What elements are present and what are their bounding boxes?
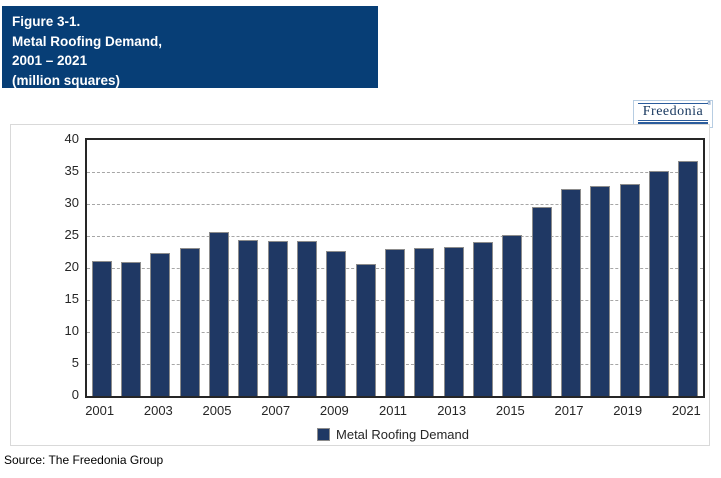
y-tick-25: 25 [64, 227, 79, 242]
bar-2011 [385, 249, 405, 396]
freedonia-logo: ® Freedonia [633, 100, 713, 128]
x-tick-2007: 2007 [261, 403, 291, 418]
figure-number: Figure 3-1. [12, 14, 81, 29]
plot-area [85, 138, 705, 398]
y-tick-20: 20 [64, 259, 79, 274]
bar-2021 [678, 161, 699, 396]
bar-2006 [238, 239, 259, 396]
legend-label: Metal Roofing Demand [336, 426, 469, 442]
gridline-25 [87, 236, 703, 237]
bar-2018 [590, 186, 611, 396]
x-tick-2011: 2011 [379, 403, 407, 418]
x-tick-2017: 2017 [554, 403, 584, 418]
x-tick-2009: 2009 [319, 403, 349, 418]
freedonia-logo-wordmark: Freedonia [638, 103, 708, 121]
figure-title-block: Figure 3-1. Metal Roofing Demand, 2001 –… [2, 6, 378, 88]
bar-2015 [502, 234, 523, 396]
bar-2016 [531, 207, 552, 396]
freedonia-logo-text: Freedonia [642, 104, 704, 119]
x-tick-2015: 2015 [495, 403, 525, 418]
bar-2004 [179, 248, 200, 396]
legend: Metal Roofing Demand [85, 426, 701, 442]
bar-2010 [355, 264, 376, 396]
y-tick-10: 10 [64, 323, 79, 338]
y-tick-40: 40 [64, 131, 79, 146]
bar-2007 [267, 241, 288, 396]
x-tick-2005: 2005 [202, 403, 232, 418]
gridline-35 [87, 172, 703, 173]
x-tick-2013: 2013 [437, 403, 467, 418]
y-tick-15: 15 [64, 291, 79, 306]
gridline-30 [87, 204, 703, 205]
bar-2001 [91, 260, 112, 396]
x-tick-2001: 2001 [85, 403, 115, 418]
y-tick-35: 35 [64, 163, 79, 178]
legend-swatch [317, 427, 331, 441]
bar-2003 [150, 253, 171, 396]
x-tick-2019: 2019 [613, 403, 643, 418]
bar-2020 [649, 170, 669, 396]
bar-2002 [121, 262, 141, 396]
bar-2012 [414, 248, 435, 396]
bar-2014 [473, 242, 493, 396]
y-tick-30: 30 [64, 195, 79, 210]
y-tick-5: 5 [71, 355, 79, 370]
y-tick-0: 0 [71, 387, 79, 402]
bar-2005 [209, 231, 229, 396]
bar-2017 [561, 188, 581, 396]
bar-2013 [443, 246, 464, 396]
bar-2008 [297, 241, 317, 396]
registered-trademark-icon: ® [707, 101, 711, 107]
figure-title: Metal Roofing Demand, [12, 33, 163, 49]
figure-year-range: 2001 – 2021 [12, 53, 88, 68]
figure-units: (million squares) [12, 72, 121, 88]
bar-2019 [619, 183, 640, 396]
bar-2009 [326, 250, 347, 396]
x-tick-2003: 2003 [143, 403, 173, 418]
x-tick-2021: 2021 [671, 403, 701, 418]
source-attribution: Source: The Freedonia Group [4, 453, 164, 467]
